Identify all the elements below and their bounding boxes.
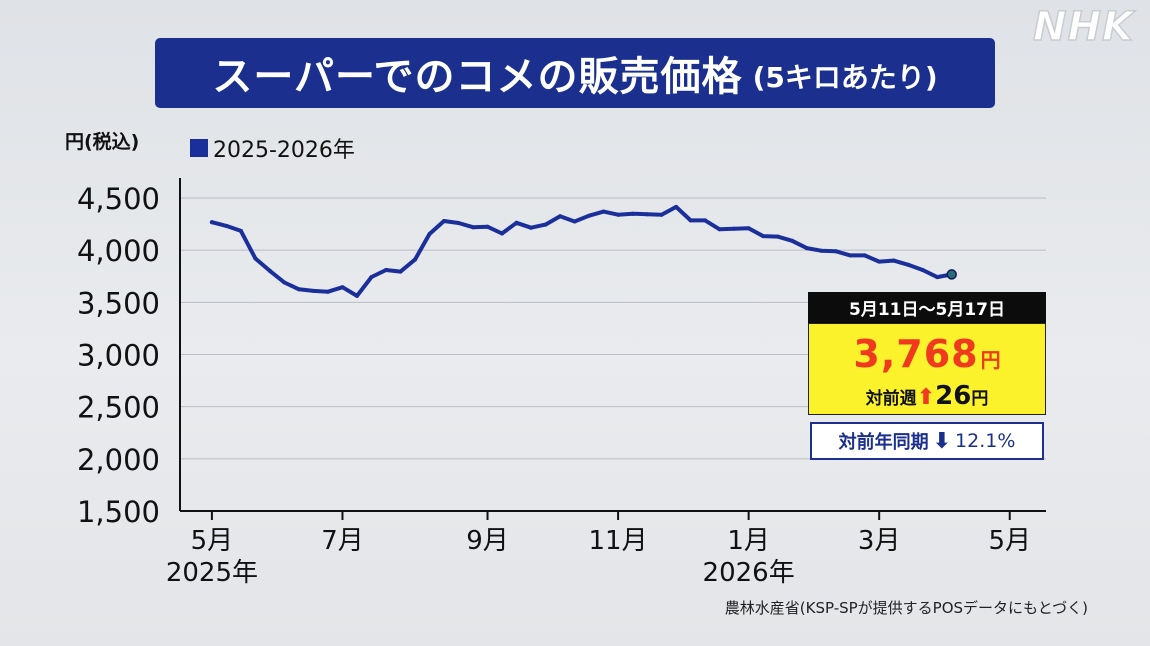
yoy-label: 対前年同期: [838, 432, 929, 453]
period-label: 5月11日～5月17日: [808, 292, 1046, 323]
data-point: [398, 269, 403, 274]
latest-price-box: 3,768 円 対前週⬆26円: [808, 323, 1046, 415]
y-tick-label: 3,000: [77, 339, 160, 373]
data-point: [819, 248, 824, 253]
up-arrow-icon: ⬆: [916, 385, 936, 410]
data-point: [920, 268, 925, 272]
chart-title-banner: スーパーでのコメの販売価格 (5キロあたり): [155, 38, 995, 108]
y-tick-label: 2,500: [77, 391, 160, 425]
y-tick-label: 1,500: [77, 495, 160, 529]
legend: 2025-2026年: [190, 138, 355, 163]
data-point: [659, 212, 664, 217]
data-point: [775, 234, 780, 239]
data-point: [674, 204, 679, 209]
week-change-label: 対前週: [865, 389, 917, 409]
x-tick-year-label: 2025年: [166, 558, 258, 588]
series: [209, 204, 957, 298]
week-over-week: 対前週⬆26円: [809, 381, 1045, 411]
data-point: [558, 214, 563, 219]
data-point: [224, 223, 229, 228]
latest-price: 3,768 円: [809, 332, 1045, 376]
data-point: [746, 226, 751, 231]
data-point: [384, 268, 388, 272]
data-point: [355, 293, 359, 298]
data-point: [761, 234, 766, 239]
data-point: [848, 253, 853, 258]
data-point: [543, 222, 548, 227]
data-point: [862, 253, 867, 258]
week-change-value: 26: [935, 381, 972, 411]
data-point: [238, 228, 243, 233]
down-arrow-icon: ⬇: [932, 428, 952, 454]
data-point: [833, 249, 838, 254]
y-axis-unit-label: 円(税込): [65, 130, 139, 153]
y-tick-label: 2,000: [77, 443, 160, 477]
data-point: [456, 221, 461, 225]
latest-price-value: 3,768: [853, 332, 979, 376]
data-point: [209, 220, 214, 225]
data-point: [471, 225, 475, 230]
data-point: [253, 256, 258, 261]
chart-title: スーパーでのコメの販売価格: [212, 54, 743, 100]
data-point: [572, 219, 577, 224]
data-point: [529, 225, 533, 230]
latest-price-unit: 円: [980, 348, 1001, 372]
yoy-value: 12.1%: [955, 430, 1016, 452]
data-point: [500, 231, 504, 236]
x-tick-label: 7月: [321, 526, 364, 556]
data-point: [296, 287, 301, 292]
data-point: [442, 219, 446, 223]
x-tick-label: 1月: [727, 526, 770, 556]
x-tick-label: 5月: [191, 526, 234, 556]
legend-label: 2025-2026年: [213, 138, 355, 163]
series-line: [209, 204, 954, 298]
data-point: [732, 226, 737, 231]
source-note: 農林水産省(KSP-SPが提供するPOSデータにもとづく): [724, 599, 1088, 617]
y-tick-label: 4,500: [77, 182, 160, 216]
data-point: [703, 218, 708, 223]
data-point: [514, 220, 519, 225]
data-point: [267, 268, 272, 273]
data-point: [413, 257, 417, 262]
data-point: [340, 285, 345, 290]
x-tick-year-label: 2026年: [703, 558, 795, 588]
y-tick-label: 4,000: [77, 234, 160, 268]
data-point: [877, 259, 882, 264]
data-point: [645, 212, 650, 217]
legend-swatch: [190, 139, 208, 157]
x-tick-label: 9月: [466, 526, 509, 556]
data-point: [601, 209, 606, 214]
data-point: [369, 275, 374, 279]
data-point: [282, 280, 287, 285]
data-point: [717, 227, 722, 232]
data-point: [630, 211, 635, 216]
data-point: [891, 258, 896, 263]
week-change-unit: 円: [971, 389, 989, 409]
data-point: [587, 213, 592, 218]
data-point: [935, 275, 940, 280]
data-point: [485, 224, 490, 229]
x-tick-label: 3月: [858, 526, 901, 556]
latest-data-point: [946, 269, 957, 280]
data-point: [804, 246, 809, 251]
data-point: [906, 262, 911, 267]
data-point: [311, 288, 316, 293]
y-tick-label: 3,500: [77, 286, 160, 320]
data-point: [616, 212, 621, 217]
nhk-logo: NHK: [1032, 3, 1134, 51]
data-point: [427, 232, 432, 236]
data-point: [326, 289, 330, 294]
y-tick-labels: 1,500 2,000 2,500 3,000 3,500 4,000 4,500: [77, 182, 160, 529]
axes: [179, 178, 1046, 512]
data-point: [790, 238, 795, 243]
year-over-year-box: 対前年同期 ⬇ 12.1%: [810, 422, 1044, 460]
x-tick-label: 5月: [988, 526, 1031, 556]
chart-subtitle: (5キロあたり): [752, 61, 938, 94]
x-tick-label: 11月: [589, 526, 648, 556]
data-point: [688, 218, 693, 223]
